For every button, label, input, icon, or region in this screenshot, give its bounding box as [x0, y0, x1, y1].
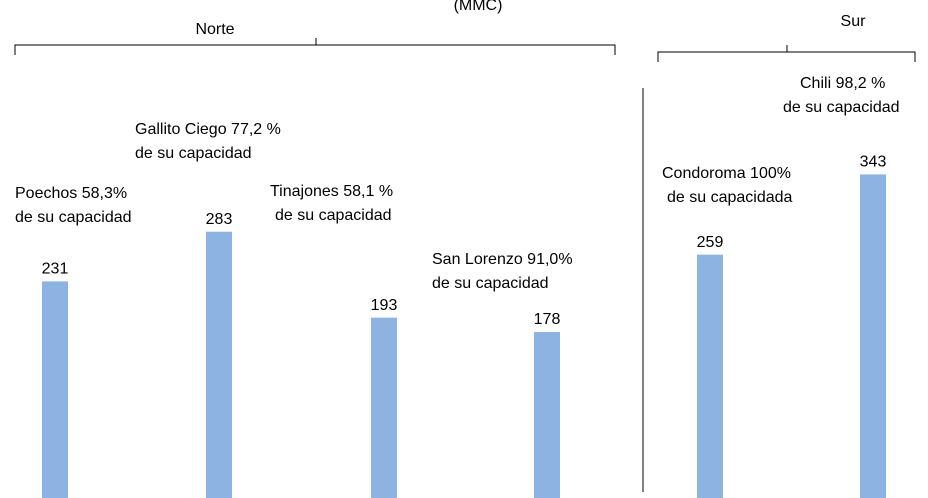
bar: [534, 332, 560, 498]
group-bracket: [657, 45, 916, 62]
bar: [206, 231, 232, 498]
bar: [697, 254, 723, 498]
group-label: Sur: [841, 13, 867, 30]
bar: [860, 174, 886, 498]
category-label: Chili 98,2 %: [800, 75, 885, 92]
category-label: Condoroma 100%: [662, 165, 791, 182]
category-label: Poechos 58,3%: [15, 185, 127, 202]
bar: [42, 281, 68, 498]
category-label: Tinajones 58,1 %: [270, 183, 393, 200]
category-label: de su capacidada: [667, 189, 793, 206]
group-bracket: [14, 38, 616, 55]
value-label: 193: [371, 297, 398, 314]
value-label: 178: [534, 311, 561, 328]
category-label: de su capacidad: [432, 275, 549, 292]
chart-title: (MMC): [454, 0, 503, 14]
value-label: 259: [697, 234, 724, 251]
value-label: 231: [42, 261, 69, 278]
category-label: Gallito Ciego 77,2 %: [135, 121, 281, 138]
category-label: de su capacidad: [783, 99, 900, 116]
category-label: de su capacidad: [15, 209, 132, 226]
category-label: San Lorenzo 91,0%: [432, 251, 573, 268]
category-label: de su capacidad: [275, 207, 392, 224]
value-label: 343: [860, 154, 887, 171]
group-label: Norte: [195, 21, 234, 38]
bar: [371, 317, 397, 498]
value-label: 283: [206, 211, 233, 228]
category-label: de su capacidad: [135, 145, 252, 162]
